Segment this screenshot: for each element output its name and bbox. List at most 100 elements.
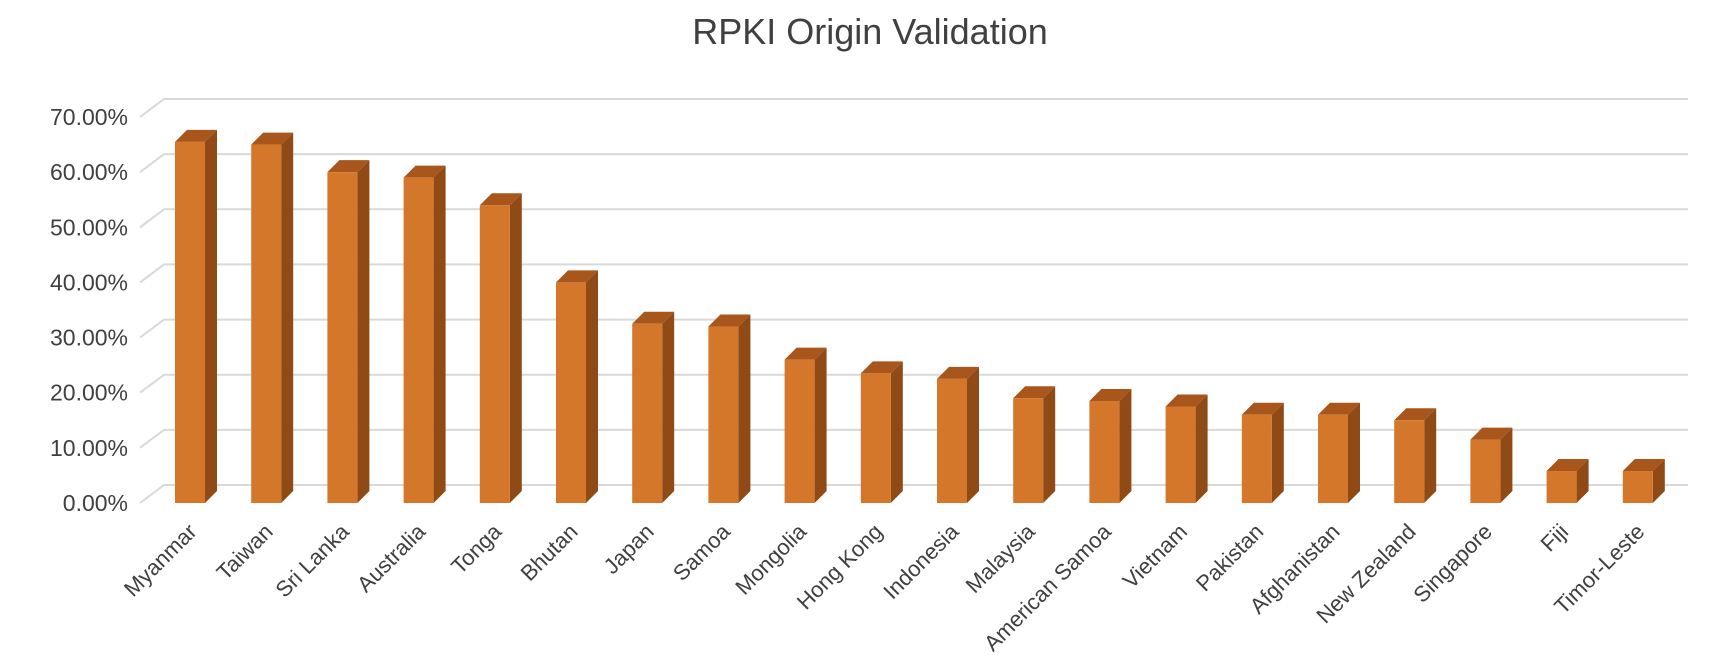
bar-side bbox=[738, 314, 751, 503]
bar-side bbox=[1348, 402, 1360, 503]
y-tick-label: 60.00% bbox=[50, 159, 128, 185]
bar bbox=[1089, 388, 1132, 503]
bar-top bbox=[1089, 388, 1132, 401]
bar-side bbox=[1271, 402, 1284, 503]
x-tick-label: Vietnam bbox=[1118, 519, 1192, 593]
gridline bbox=[139, 98, 1688, 118]
bar-front bbox=[175, 141, 205, 504]
x-tick-label: Pakistan bbox=[1191, 519, 1268, 596]
bar bbox=[1546, 459, 1589, 503]
chart-title: RPKI Origin Validation bbox=[692, 11, 1048, 52]
y-tick-label: 10.00% bbox=[50, 435, 128, 461]
bar-front bbox=[1241, 414, 1272, 503]
x-tick-label: American Samoa bbox=[979, 518, 1117, 656]
bar-side bbox=[357, 160, 370, 503]
y-tick-label: 30.00% bbox=[50, 325, 128, 351]
gridline bbox=[139, 484, 1688, 504]
bar-front bbox=[1013, 398, 1044, 503]
gridline bbox=[139, 318, 1688, 339]
bar-top bbox=[1318, 402, 1360, 415]
bar-side bbox=[1119, 388, 1132, 503]
bar bbox=[937, 366, 979, 503]
bar-side bbox=[1576, 459, 1589, 503]
x-tick-label: Taiwan bbox=[212, 519, 278, 585]
bar-front bbox=[1394, 420, 1425, 503]
bar-side bbox=[1195, 394, 1208, 503]
bar-front bbox=[479, 205, 510, 503]
bar-side bbox=[890, 361, 903, 503]
bar-top bbox=[860, 361, 903, 374]
bar bbox=[860, 361, 903, 503]
y-tick-label: 40.00% bbox=[50, 269, 128, 295]
x-tick-label: Mongolia bbox=[730, 518, 811, 599]
gridlines bbox=[139, 98, 1688, 504]
bar-front bbox=[632, 323, 663, 503]
bar bbox=[175, 129, 217, 504]
bar-top bbox=[1622, 459, 1665, 472]
bar bbox=[556, 270, 598, 503]
x-tick-label: Samoa bbox=[668, 518, 736, 586]
bar-top bbox=[1394, 408, 1437, 421]
bar bbox=[632, 311, 675, 503]
bar-front bbox=[937, 378, 967, 503]
bar-front bbox=[556, 282, 586, 503]
x-tick-label: Bhutan bbox=[516, 519, 583, 586]
bar-side bbox=[1424, 408, 1437, 503]
bar-top bbox=[1241, 402, 1284, 415]
x-tick-label: Myanmar bbox=[119, 519, 202, 602]
bar-side bbox=[281, 132, 294, 504]
bar-side bbox=[814, 347, 827, 503]
bar bbox=[1165, 394, 1208, 503]
bar-top bbox=[327, 160, 370, 173]
x-tick-label: Singapore bbox=[1408, 519, 1497, 608]
y-axis-ticks: 0.00% 10.00% 20.00% 30.00% 40.00% 50.00% 60.00… bbox=[50, 104, 128, 516]
bar-front bbox=[860, 373, 891, 503]
bar bbox=[1470, 427, 1513, 503]
bar bbox=[327, 160, 370, 503]
bar-front bbox=[784, 359, 815, 503]
gridline bbox=[139, 373, 1688, 394]
gridline bbox=[139, 263, 1688, 284]
bar-top bbox=[251, 132, 294, 145]
bar-front bbox=[1546, 471, 1577, 503]
y-tick-label: 20.00% bbox=[50, 380, 128, 406]
bar-front bbox=[1089, 400, 1120, 503]
bar-top bbox=[1470, 427, 1513, 440]
bar-top bbox=[1013, 386, 1056, 399]
bar-side bbox=[205, 129, 217, 504]
bar-side bbox=[586, 270, 598, 503]
bar-side bbox=[662, 311, 675, 503]
bar bbox=[403, 165, 446, 503]
bar-top bbox=[479, 193, 522, 206]
bar bbox=[1013, 386, 1056, 503]
bar-front bbox=[403, 177, 434, 503]
bar bbox=[479, 193, 522, 503]
bar-side bbox=[1500, 427, 1513, 503]
bar-top bbox=[1546, 459, 1589, 472]
bar-side bbox=[967, 366, 979, 503]
gridline bbox=[139, 428, 1688, 449]
x-tick-label: Australia bbox=[352, 518, 431, 597]
x-tick-label: Fiji bbox=[1536, 519, 1574, 557]
y-tick-label: 0.00% bbox=[63, 490, 128, 516]
y-tick-label: 70.00% bbox=[50, 104, 128, 130]
bar-top bbox=[708, 314, 751, 327]
bar-front bbox=[1165, 406, 1196, 503]
bar-front bbox=[1318, 414, 1348, 503]
bars bbox=[175, 129, 1665, 504]
x-tick-label: Malaysia bbox=[961, 518, 1041, 598]
bar-side bbox=[1652, 459, 1665, 503]
x-tick-label: Indonesia bbox=[878, 518, 964, 604]
y-tick-label: 50.00% bbox=[50, 214, 128, 240]
bar bbox=[1622, 459, 1665, 503]
bar-top bbox=[632, 311, 675, 324]
bar-top bbox=[784, 347, 827, 360]
bar-side bbox=[433, 165, 446, 503]
bar bbox=[708, 314, 751, 503]
x-tick-label: Sri Lanka bbox=[271, 518, 355, 602]
bar-front bbox=[708, 326, 739, 503]
bar-side bbox=[509, 193, 522, 503]
bar-front bbox=[251, 144, 282, 504]
